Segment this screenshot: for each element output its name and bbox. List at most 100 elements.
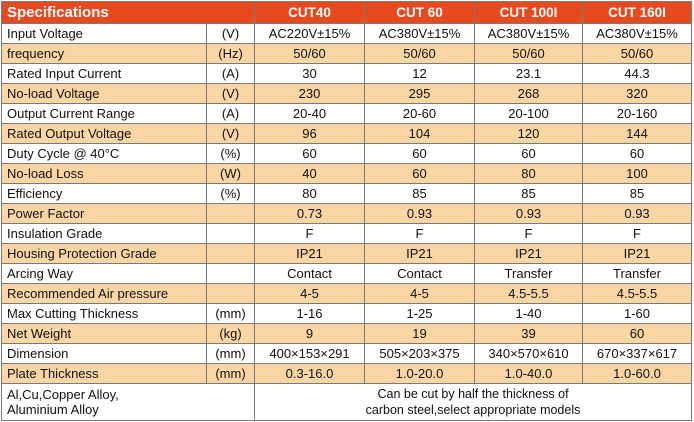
spec-value-cell: 295 xyxy=(364,83,476,104)
spec-value-cell: 4.5-5.5 xyxy=(582,283,693,304)
spec-value-cell: IP21 xyxy=(582,243,693,264)
spec-row: Efficiency (%) 80 85 85 85 xyxy=(1,183,693,204)
spec-value-cell: 1-25 xyxy=(364,303,476,324)
spec-value-cell: AC380V±15% xyxy=(582,23,693,44)
spec-row: Input Voltage (V) AC220V±15% AC380V±15% AC38… xyxy=(1,23,693,44)
spec-row: Recommended Air pressure 4-5 4-5 4.5-5.5 4.5… xyxy=(1,283,693,304)
spec-value-cell: 670×337×617 xyxy=(582,343,693,364)
spec-value-cell: 144 xyxy=(582,123,693,144)
note-label-line: Aluminium Alloy xyxy=(7,402,99,417)
spec-value-cell: 400×153×291 xyxy=(254,343,366,364)
spec-value-cell: 0.73 xyxy=(254,203,366,224)
spec-row-unit xyxy=(205,223,256,244)
spec-row-label: Net Weight xyxy=(1,323,207,344)
spec-value-cell: 60 xyxy=(582,323,693,344)
spec-value-cell: AC380V±15% xyxy=(364,23,476,44)
spec-value-cell: 9 xyxy=(254,323,366,344)
spec-row-unit: (V) xyxy=(205,123,256,144)
spec-row-unit: (kg) xyxy=(205,323,256,344)
spec-row: Output Current Range (A) 20-40 20-60 20-100 2… xyxy=(1,103,693,124)
spec-row-unit: (W) xyxy=(205,163,256,184)
spec-row-label: Power Factor xyxy=(1,203,207,224)
spec-row: frequency (Hz) 50/60 50/60 50/60 50/60 xyxy=(1,43,693,64)
spec-row-label: Rated Input Current xyxy=(1,63,207,84)
spec-value-cell: 320 xyxy=(582,83,693,104)
model-header: CUT 100I xyxy=(474,1,584,24)
spec-value-cell: 30 xyxy=(254,63,366,84)
note-row: Al,Cu,Copper Alloy, Aluminium Alloy Can … xyxy=(0,383,693,421)
spec-value-cell: 60 xyxy=(364,163,476,184)
spec-value-cell: 85 xyxy=(364,183,476,204)
spec-value-cell: 85 xyxy=(582,183,693,204)
spec-value-cell: 0.93 xyxy=(474,203,584,224)
spec-value-cell: 0.93 xyxy=(364,203,476,224)
spec-value-cell: Transfer xyxy=(474,263,584,284)
spec-value-cell: 4.5-5.5 xyxy=(474,283,584,304)
spec-value-cell: IP21 xyxy=(364,243,476,264)
spec-value-cell: IP21 xyxy=(254,243,366,264)
spec-row-unit: (V) xyxy=(205,83,256,104)
spec-row-label: Housing Protection Grade xyxy=(1,243,207,264)
spec-value-cell: 104 xyxy=(364,123,476,144)
spec-value-cell: 268 xyxy=(474,83,584,104)
model-header: CUT 160I xyxy=(582,1,693,24)
spec-value-cell: AC380V±15% xyxy=(474,23,584,44)
model-header: CUT40 xyxy=(254,1,366,24)
spec-row: Max Cutting Thickness (mm) 1-16 1-25 1-40 1-6… xyxy=(1,303,693,324)
spec-value-cell: 12 xyxy=(364,63,476,84)
spec-row-unit: (A) xyxy=(205,63,256,84)
spec-value-cell: 85 xyxy=(474,183,584,204)
spec-value-cell: 50/60 xyxy=(364,43,476,64)
spec-row-label: Input Voltage xyxy=(1,23,207,44)
spec-value-cell: 19 xyxy=(364,323,476,344)
spec-value-cell: Contact xyxy=(254,263,366,284)
spec-row-unit: (%) xyxy=(205,143,256,164)
spec-value-cell: 100 xyxy=(582,163,693,184)
spec-value-cell: 80 xyxy=(254,183,366,204)
spec-value-cell: 60 xyxy=(474,143,584,164)
spec-value-cell: 0.93 xyxy=(582,203,693,224)
spec-row: No-load Loss (W) 40 60 80 100 xyxy=(1,163,693,184)
spec-value-cell: 1-40 xyxy=(474,303,584,324)
spec-row-label: Rated Output Voltage xyxy=(1,123,207,144)
spec-value-cell: 1.0-20.0 xyxy=(364,363,476,384)
spec-value-cell: 44.3 xyxy=(582,63,693,84)
spec-value-cell: 120 xyxy=(474,123,584,144)
spec-row-label: Arcing Way xyxy=(1,263,207,284)
spec-row-unit: (V) xyxy=(205,23,256,44)
note-label-line: Al,Cu,Copper Alloy, xyxy=(7,387,119,402)
spec-value-cell: 60 xyxy=(364,143,476,164)
note-text-line: Can be cut by half the thickness of xyxy=(377,387,569,401)
spec-value-cell: 230 xyxy=(254,83,366,104)
spec-value-cell: F xyxy=(364,223,476,244)
spec-value-cell: Contact xyxy=(364,263,476,284)
spec-row-label: Dimension xyxy=(1,343,207,364)
spec-value-cell: 20-100 xyxy=(474,103,584,124)
spec-row-label: Efficiency xyxy=(1,183,207,204)
header-row: Specifications CUT40 CUT 60 CUT 100I CUT… xyxy=(0,1,693,24)
model-header: CUT 60 xyxy=(364,1,476,24)
spec-value-cell: 1.0-60.0 xyxy=(582,363,693,384)
specifications-body: Input Voltage (V) AC220V±15% AC380V±15% AC38… xyxy=(0,23,693,421)
spec-row-unit xyxy=(205,263,256,284)
spec-row-label: Duty Cycle @ 40°C xyxy=(1,143,207,164)
spec-row: Power Factor 0.73 0.93 0.93 0.93 xyxy=(1,203,693,224)
spec-row: Net Weight (kg) 9 19 39 60 xyxy=(1,323,693,344)
spec-value-cell: 39 xyxy=(474,323,584,344)
spec-value-cell: 340×570×610 xyxy=(474,343,584,364)
note-text: Can be cut by half the thickness of carb… xyxy=(254,383,693,421)
spec-row-unit xyxy=(205,283,256,304)
note-text-line: carbon steel,select appropriate models xyxy=(365,403,581,417)
spec-row-label: Output Current Range xyxy=(1,103,207,124)
spec-value-cell: 20-40 xyxy=(254,103,366,124)
note-label: Al,Cu,Copper Alloy, Aluminium Alloy xyxy=(0,383,256,421)
spec-value-cell: 1.0-40.0 xyxy=(474,363,584,384)
spec-value-cell: F xyxy=(582,223,693,244)
spec-row: Rated Input Current (A) 30 12 23.1 44.3 xyxy=(1,63,693,84)
spec-row-unit: (%) xyxy=(205,183,256,204)
spec-row-label: Plate Thickness xyxy=(1,363,207,384)
spec-value-cell: 50/60 xyxy=(474,43,584,64)
spec-value-cell: 40 xyxy=(254,163,366,184)
